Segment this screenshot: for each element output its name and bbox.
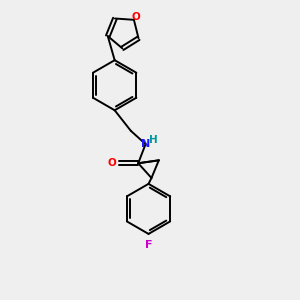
- Text: O: O: [107, 158, 116, 168]
- Text: O: O: [131, 12, 140, 22]
- Text: H: H: [149, 135, 158, 145]
- Text: N: N: [141, 139, 150, 149]
- Text: F: F: [145, 240, 152, 250]
